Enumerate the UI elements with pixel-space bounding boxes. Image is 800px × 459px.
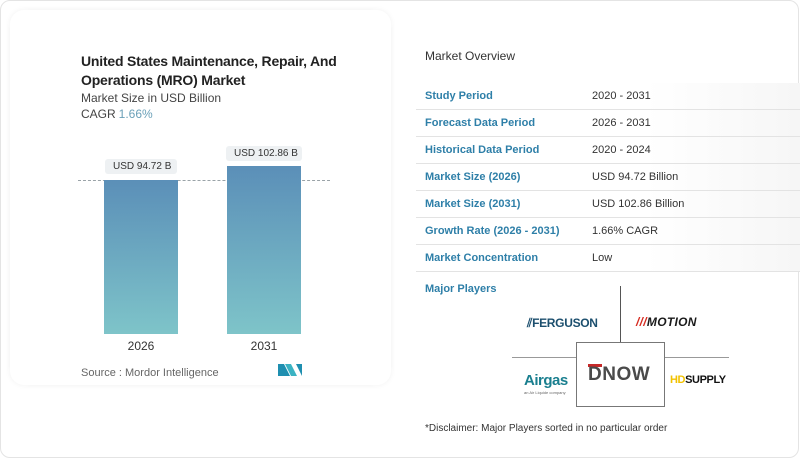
cagr-value: 1.66% [118,107,153,121]
major-players-label: Major Players [425,283,497,295]
logo-dnow: DNOW [588,364,651,385]
source-text: Source : Mordor Intelligence [81,367,219,379]
table-row: Market Concentration Low [416,245,800,272]
hdsupply-mark-icon: HD [670,374,686,386]
dnow-box [576,342,665,407]
row-value: 2020 - 2031 [592,90,651,102]
row-value: 1.66% CAGR [592,225,659,237]
bar-2031 [227,166,301,334]
row-value: Low [592,252,613,264]
row-value: USD 102.86 Billion [592,198,685,210]
row-value: 2026 - 2031 [592,117,651,129]
bar-label-2031: USD 102.86 B [226,146,302,161]
logo-airgas: Airgas [524,372,568,389]
ferguson-mark-icon: ⫽ [527,316,533,330]
row-value: USD 94.72 Billion [592,171,679,183]
logo-motion: ///MOTION [636,315,697,329]
table-row: Growth Rate (2026 - 2031) 1.66% CAGR [416,218,800,245]
mordor-logo-icon [278,364,302,376]
chart-subtitle: Market Size in USD Billion [81,91,222,105]
airgas-subtitle: an Air Liquide company [524,390,566,395]
table-row: Market Size (2031) USD 102.86 Billion [416,191,800,218]
x-label-2031: 2031 [250,339,278,353]
logo-hdsupply: HDSUPPLY [670,374,726,386]
row-key: Market Concentration [425,252,539,264]
table-row: Market Size (2026) USD 94.72 Billion [416,164,800,191]
row-key: Market Size (2026) [425,171,521,183]
logo-ferguson: ⫽FERGUSON [527,316,598,330]
table-row: Study Period 2020 - 2031 [416,83,800,110]
overview-table: Study Period 2020 - 2031 Forecast Data Pe… [416,83,800,272]
dnow-mark-icon: D [588,364,603,385]
row-key: Market Size (2031) [425,198,521,210]
row-key: Study Period [425,90,493,102]
table-row: Historical Data Period 2020 - 2024 [416,137,800,164]
grid-divider [665,357,729,358]
overview-title: Market Overview [425,49,516,63]
row-value: 2020 - 2024 [592,144,651,156]
row-key: Forecast Data Period [425,117,536,129]
bar-2026 [104,180,178,334]
row-key: Historical Data Period [425,144,540,156]
chart-card [10,10,391,385]
motion-mark-icon: /// [636,315,647,329]
grid-divider [512,357,576,358]
grid-divider [620,286,621,342]
chart-title: United States Maintenance, Repair, And O… [81,53,337,88]
cagr: CAGR 1.66% [81,107,153,121]
table-row: Forecast Data Period 2026 - 2031 [416,110,800,137]
x-label-2026: 2026 [127,339,155,353]
row-key: Growth Rate (2026 - 2031) [425,225,560,237]
disclaimer: *Disclaimer: Major Players sorted in no … [425,423,668,434]
reference-dashed-line [78,180,330,181]
cagr-label: CAGR [81,107,116,121]
bar-label-2026: USD 94.72 B [105,159,177,174]
